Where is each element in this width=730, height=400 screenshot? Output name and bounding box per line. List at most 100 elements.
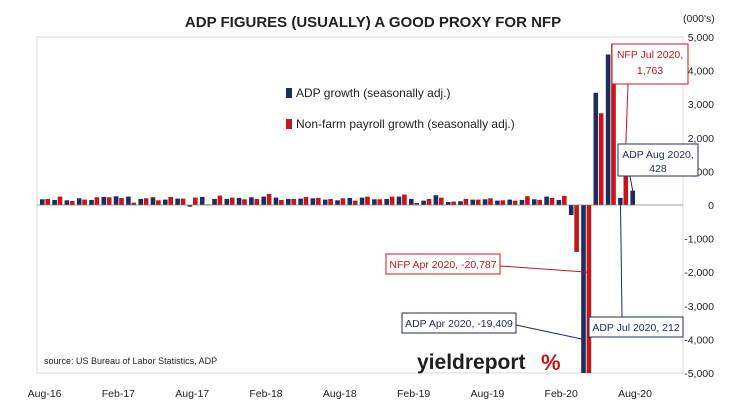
bar-nfp — [229, 197, 235, 205]
bar-adp — [347, 197, 353, 205]
bar-nfp — [316, 197, 321, 205]
bar-nfp — [266, 193, 272, 205]
bar-adp — [519, 199, 525, 205]
bar-adp — [187, 205, 193, 207]
bar-adp — [605, 54, 611, 205]
bar-nfp — [488, 198, 493, 205]
bar-nfp — [463, 198, 469, 205]
bar-adp — [298, 198, 303, 205]
y-tick-label: -2,000 — [684, 267, 714, 279]
bar-nfp — [611, 43, 616, 205]
bar-adp — [113, 196, 119, 205]
bar-adp — [507, 199, 512, 205]
bar-nfp — [537, 199, 542, 205]
annotation-text: 428 — [649, 163, 667, 175]
annotations: NFP Jul 2020, 1,763 ADP Aug 2020, 428 NFP Ap… — [385, 43, 699, 340]
bar-nfp — [426, 198, 432, 205]
bar-nfp — [328, 198, 333, 205]
x-tick-label: Feb-18 — [249, 388, 282, 400]
annotation-leader — [625, 83, 629, 146]
annotation-text: ADP Jul 2020, 212 — [592, 322, 680, 334]
bar-adp — [101, 196, 107, 205]
bar-nfp — [598, 113, 604, 205]
annotation-text: NFP Jul 2020, — [617, 49, 683, 61]
bar-nfp — [475, 199, 481, 205]
annotation-text: ADP Aug 2020, — [622, 149, 694, 161]
bar-adp — [224, 198, 230, 205]
x-tick-label: Feb-20 — [545, 388, 578, 400]
bar-nfp — [574, 205, 579, 253]
bar-nfp — [549, 197, 555, 205]
source-note: source: US Bureau of Labor Statistics, A… — [44, 356, 217, 366]
y-tick-label: 3,000 — [688, 99, 714, 111]
y-tick-label: 0 — [708, 200, 714, 212]
bar-nfp — [45, 198, 50, 205]
bar-nfp — [193, 197, 198, 205]
y-tick-label: -1,000 — [684, 234, 714, 246]
y-tick-label: 5,000 — [688, 32, 714, 44]
legend-swatch — [286, 88, 292, 98]
bar-nfp — [254, 198, 260, 205]
bar-adp — [199, 196, 205, 205]
bar-adp — [568, 205, 574, 216]
y-tick-label: -4,000 — [684, 334, 714, 346]
bar-adp — [89, 199, 94, 205]
bar-adp — [581, 205, 586, 373]
bar-adp — [52, 199, 57, 205]
bar-adp — [64, 200, 70, 205]
bar-nfp — [70, 200, 75, 205]
bar-adp — [359, 197, 365, 205]
bar-nfp — [439, 197, 444, 205]
chart-title: ADP FIGURES (USUALLY) A GOOD PROXY FOR N… — [185, 14, 561, 31]
bar-nfp — [119, 197, 124, 205]
bar-adp — [593, 92, 599, 205]
bar-nfp — [106, 197, 112, 205]
x-tick-label: Aug-19 — [470, 388, 504, 400]
bar-adp — [532, 199, 537, 205]
bar-adp — [40, 199, 45, 205]
bar-nfp — [365, 196, 370, 205]
bar-adp — [261, 196, 266, 205]
y-tick-label: -3,000 — [684, 301, 714, 313]
bar-adp — [126, 196, 131, 205]
annotation-box — [385, 253, 501, 275]
x-tick-label: Aug-16 — [28, 388, 62, 400]
bar-adp — [384, 198, 389, 205]
bar-adp — [163, 199, 168, 205]
annotation-box — [401, 312, 517, 334]
bar-nfp — [586, 205, 592, 373]
bar-adp — [421, 200, 426, 205]
bar-nfp — [168, 196, 173, 205]
bar-nfp — [131, 202, 137, 205]
x-tick-label: Aug-17 — [175, 388, 209, 400]
bar-adp — [495, 200, 500, 205]
annotation-leader — [499, 265, 589, 273]
bar-nfp — [525, 196, 530, 205]
bar-adp — [310, 198, 316, 205]
bar-adp — [372, 199, 377, 205]
bar-nfp — [57, 196, 63, 205]
y-unit-label: (000's) — [683, 13, 715, 25]
annotation-text: 1,763 — [637, 65, 663, 77]
bar-nfp — [512, 200, 518, 205]
legend-swatch — [286, 119, 292, 129]
y-tick-label: 2,000 — [688, 133, 714, 145]
bar-adp — [138, 198, 143, 205]
bar-nfp — [451, 201, 456, 205]
bar-nfp — [217, 195, 223, 205]
x-tick-label: Feb-19 — [397, 388, 430, 400]
bar-adp — [544, 196, 549, 205]
bar-adp — [286, 198, 291, 205]
bar-nfp — [500, 200, 506, 205]
bar-adp — [175, 198, 180, 205]
bar-adp — [249, 197, 254, 205]
annotation-leader — [515, 324, 584, 340]
x-tick-label: Aug-18 — [323, 388, 357, 400]
y-tick-label: -5,000 — [684, 368, 714, 380]
bar-adp — [482, 199, 488, 205]
legend: ADP growth (seasonally adj.) Non-farm pay… — [286, 86, 515, 131]
bar-nfp — [242, 199, 247, 205]
bar-nfp — [562, 195, 567, 205]
bar-nfp — [180, 198, 186, 205]
